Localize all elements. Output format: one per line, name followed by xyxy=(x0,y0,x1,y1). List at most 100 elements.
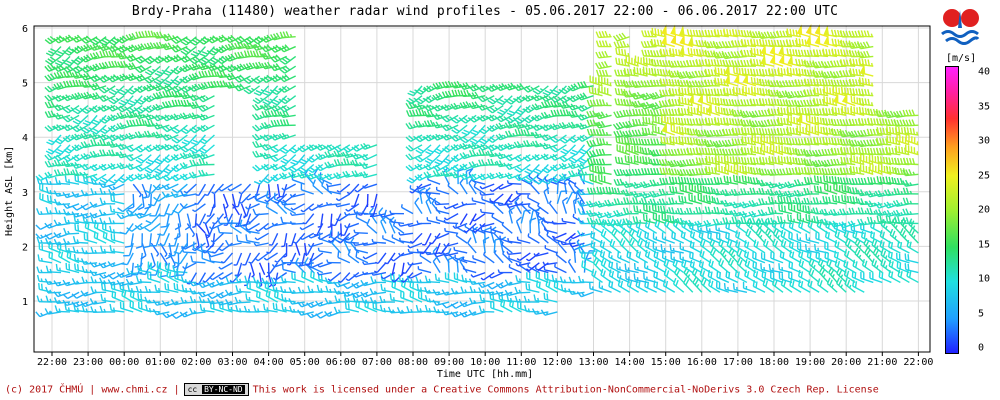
wind-barb-feather xyxy=(83,107,90,113)
wind-barb-half-feather xyxy=(504,108,508,112)
wind-barb-feather xyxy=(95,82,101,89)
wind-barb-feather xyxy=(487,99,494,105)
wind-barb-shaft xyxy=(51,134,62,146)
wind-barb-feather xyxy=(49,35,56,42)
wind-barb-feather xyxy=(471,138,479,143)
wind-barb-shaft xyxy=(111,210,125,215)
wind-barb-shaft xyxy=(376,262,387,273)
wind-barb-half-feather xyxy=(184,312,188,317)
wind-barb xyxy=(53,238,71,246)
wind-barb-feather xyxy=(56,104,62,110)
wind-barb-shaft xyxy=(66,268,80,274)
wind-barb-feather xyxy=(53,155,60,162)
wind-barb xyxy=(483,227,491,244)
wind-barb-shaft xyxy=(472,271,486,278)
wind-barb-feather xyxy=(80,189,85,196)
wind-barb-half-feather xyxy=(76,193,79,197)
wind-barb-half-feather xyxy=(160,105,164,109)
wind-barb-feather xyxy=(255,89,263,94)
wind-barb xyxy=(353,229,368,234)
wind-barb xyxy=(45,144,62,155)
wind-barb xyxy=(164,283,179,293)
wind-barb xyxy=(99,305,116,313)
wind-barb xyxy=(44,160,62,168)
wind-barb-feather xyxy=(245,37,252,43)
wind-barb-half-feather xyxy=(94,300,97,304)
wind-barb-half-feather xyxy=(70,171,73,175)
wind-barb-feather xyxy=(104,37,111,42)
wind-barb-half-feather xyxy=(365,292,369,297)
wind-barb xyxy=(204,183,216,197)
wind-barb-half-feather xyxy=(416,248,419,253)
wind-barb-feather xyxy=(47,64,53,71)
wind-barb-feather xyxy=(203,56,210,62)
wind-barb-feather xyxy=(303,272,306,279)
wind-barb-half-feather xyxy=(70,136,74,140)
wind-barb-feather xyxy=(83,141,88,148)
wind-barb xyxy=(195,183,207,197)
wind-barb-half-feather xyxy=(106,117,110,121)
wind-barb-feather xyxy=(71,205,78,211)
wind-barb-feather xyxy=(516,216,522,222)
wind-barb-feather xyxy=(126,120,130,127)
wind-barb-feather xyxy=(92,92,98,99)
wind-barb-feather xyxy=(89,151,95,158)
wind-barb-feather xyxy=(222,80,227,87)
wind-barb-shaft xyxy=(282,268,296,274)
wind-barb-feather xyxy=(125,275,133,278)
wind-barb-feather xyxy=(336,159,341,166)
wind-barb-feather xyxy=(71,156,78,162)
wind-barb-feather xyxy=(182,39,190,44)
wind-barb-half-feather xyxy=(452,225,456,229)
chart-title: Brdy-Praha (11480) weather radar wind pr… xyxy=(131,4,839,19)
wind-barb-feather xyxy=(245,87,252,93)
wind-barb-half-feather xyxy=(281,187,285,191)
wind-barb-feather xyxy=(245,293,248,300)
wind-barb-feather xyxy=(144,227,151,233)
wind-barb-feather xyxy=(182,127,190,133)
wind-barb-half-feather xyxy=(239,288,242,292)
wind-barb-half-feather xyxy=(76,249,79,253)
wind-barb-half-feather xyxy=(276,196,280,200)
wind-barb-feather xyxy=(121,262,128,266)
wind-barb-feather xyxy=(304,257,309,264)
wind-barb-half-feather xyxy=(49,298,52,303)
wind-barb-feather xyxy=(44,86,50,93)
wind-barb-half-feather xyxy=(289,212,293,216)
wind-barb-feather xyxy=(62,160,67,167)
wind-barb xyxy=(89,82,107,91)
wind-barb-feather xyxy=(76,56,84,62)
wind-barb-feather xyxy=(74,169,79,176)
wind-barb-feather xyxy=(74,125,80,131)
wind-barb-feather xyxy=(68,70,73,78)
wind-barb-shaft xyxy=(48,271,62,274)
wind-barb-half-feather xyxy=(124,124,128,128)
wind-barb xyxy=(72,114,89,125)
wind-barb-feather xyxy=(56,137,63,143)
wind-barb-feather xyxy=(95,92,101,99)
wind-barb-feather xyxy=(98,96,104,102)
wind-barb-shaft xyxy=(78,114,89,125)
wind-barb-feather xyxy=(65,65,71,72)
wind-barb-feather xyxy=(65,115,71,121)
wind-barb-feather xyxy=(44,126,51,132)
wind-barb-half-feather xyxy=(85,279,88,283)
wind-barb-feather xyxy=(53,83,59,90)
wind-barb-feather xyxy=(264,90,272,95)
wind-barb-feather xyxy=(138,118,142,126)
wind-barb-half-feather xyxy=(345,278,349,282)
wind-barb-shaft xyxy=(491,216,504,225)
wind-barb-feather xyxy=(111,50,115,58)
wind-barb xyxy=(233,252,243,266)
wind-barb xyxy=(327,272,342,282)
wind-barb-half-feather xyxy=(260,89,265,92)
wind-barb-feather xyxy=(138,31,142,38)
wind-barb-feather xyxy=(101,95,107,101)
wind-barb-half-feather xyxy=(139,214,143,218)
wind-barb-feather xyxy=(47,101,52,108)
wind-barb-half-feather xyxy=(489,188,493,193)
wind-barb-feather xyxy=(496,100,504,106)
wind-barb-shaft xyxy=(66,281,80,287)
wind-barb-feather xyxy=(107,279,113,286)
wind-barb-feather xyxy=(98,45,104,51)
